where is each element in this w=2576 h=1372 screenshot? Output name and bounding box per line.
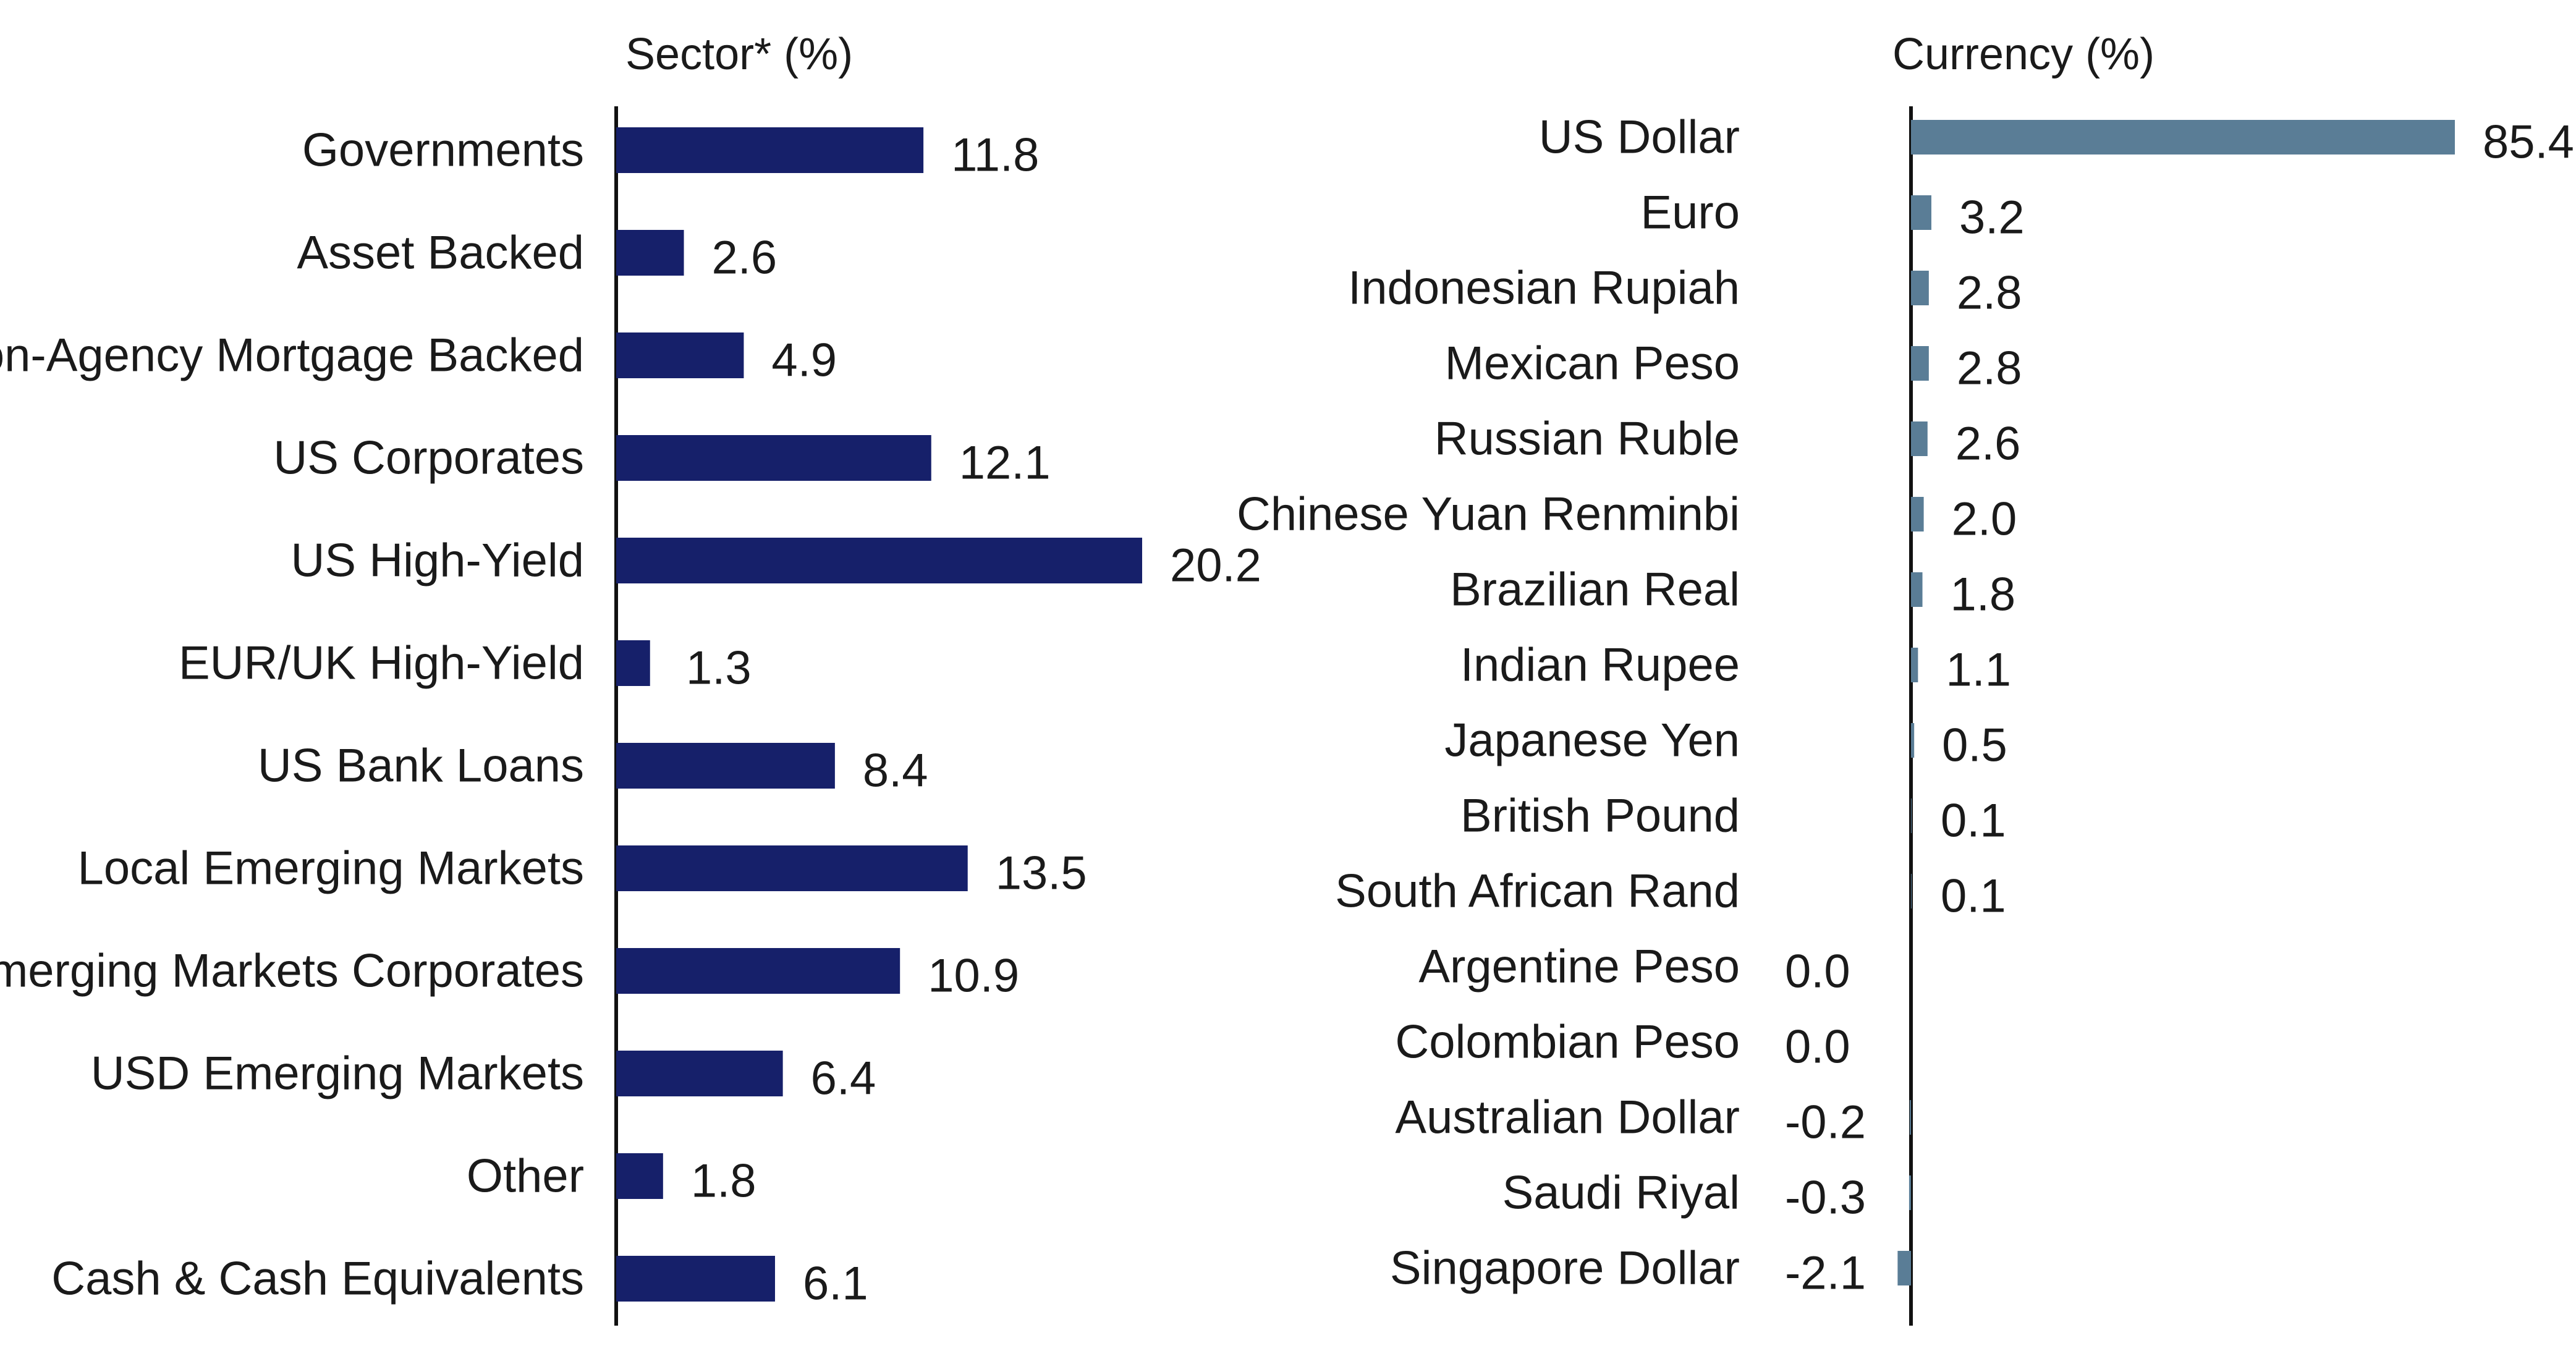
currency-value-label-indian-rupee: 1.1	[1946, 644, 2011, 697]
sector-value-label-other: 1.8	[691, 1155, 756, 1208]
sector-bar-other	[616, 1153, 663, 1199]
sector-category-label-eur-uk-high-yield: EUR/UK High-Yield	[179, 637, 584, 690]
sector-value-label-us-high-yield: 20.2	[1170, 540, 1261, 592]
currency-bar-brazilian-real	[1911, 572, 1923, 607]
currency-category-label-brazilian-real: Brazilian Real	[1450, 564, 1740, 616]
currency-category-label-colombian-peso: Colombian Peso	[1395, 1016, 1740, 1069]
sector-category-label-us-corporates: US Corporates	[273, 432, 584, 485]
currency-bar-indonesian-rupiah	[1911, 271, 1929, 305]
currency-value-label-euro: 3.2	[1959, 192, 2025, 244]
sector-value-label-governments: 11.8	[951, 129, 1039, 182]
currency-bar-chinese-yuan-renminbi	[1911, 497, 1924, 531]
currency-bar-south-african-rand	[1911, 874, 1912, 908]
sector-bar-non-agency-mortgage-backed	[616, 332, 744, 378]
sector-bar-us-bank-loans	[616, 743, 835, 789]
sector-bar-us-high-yield	[616, 538, 1142, 583]
sector-category-label-asset-backed: Asset Backed	[297, 227, 584, 279]
currency-bar-japanese-yen	[1911, 723, 1915, 758]
sector-value-label-emerging-markets-corporates: 10.9	[928, 950, 1019, 1002]
sector-category-label-us-bank-loans: US Bank Loans	[258, 740, 584, 792]
currency-value-label-chinese-yuan-renminbi: 2.0	[1952, 493, 2017, 546]
currency-bar-russian-ruble	[1911, 421, 1928, 456]
sector-bar-cash-cash-equivalents	[616, 1256, 775, 1302]
sector-value-label-us-corporates: 12.1	[959, 437, 1051, 489]
sector-bar-usd-emerging-markets	[616, 1051, 783, 1096]
currency-bar-australian-dollar	[1909, 1100, 1911, 1135]
currency-value-label-argentine-peso: 0.0	[1785, 946, 1850, 998]
currency-category-label-indian-rupee: Indian Rupee	[1460, 639, 1740, 692]
currency-category-label-south-african-rand: South African Rand	[1335, 865, 1740, 918]
sector-chart: Governments 11.8 Asset Backed 2.6 Non-Agency…	[0, 106, 1261, 1326]
sector-category-label-usd-emerging-markets: USD Emerging Markets	[91, 1048, 584, 1100]
sector-bar-emerging-markets-corporates	[616, 948, 900, 994]
currency-value-label-brazilian-real: 1.8	[1951, 569, 2016, 621]
currency-value-label-colombian-peso: 0.0	[1785, 1021, 1850, 1073]
sector-chart-title: Sector* (%)	[625, 30, 853, 79]
currency-category-label-singapore-dollar: Singapore Dollar	[1390, 1242, 1740, 1295]
currency-category-label-mexican-peso: Mexican Peso	[1445, 337, 1740, 390]
currency-bar-british-pound	[1911, 798, 1912, 833]
sector-bar-us-corporates	[616, 435, 931, 481]
sector-bar-governments	[616, 127, 924, 173]
sector-value-label-usd-emerging-markets: 6.4	[811, 1052, 876, 1105]
currency-value-label-singapore-dollar: -2.1	[1785, 1247, 1866, 1300]
sector-category-label-us-high-yield: US High-Yield	[291, 535, 584, 587]
currency-value-label-saudi-riyal: -0.3	[1785, 1172, 1866, 1224]
currency-category-label-euro: Euro	[1640, 187, 1740, 239]
currency-category-label-australian-dollar: Australian Dollar	[1395, 1091, 1740, 1144]
sector-value-label-eur-uk-high-yield: 1.3	[686, 642, 752, 695]
sector-value-label-non-agency-mortgage-backed: 4.9	[771, 334, 837, 387]
sector-category-label-emerging-markets-corporates: Emerging Markets Corporates	[0, 945, 584, 997]
currency-value-label-mexican-peso: 2.8	[1957, 342, 2022, 395]
currency-bar-euro	[1911, 195, 1931, 230]
currency-category-label-saudi-riyal: Saudi Riyal	[1502, 1167, 1740, 1219]
sector-category-label-other: Other	[467, 1150, 584, 1203]
currency-bar-indian-rupee	[1911, 648, 1918, 682]
currency-bar-saudi-riyal	[1909, 1175, 1911, 1210]
sector-category-label-non-agency-mortgage-backed: Non-Agency Mortgage Backed	[0, 329, 584, 382]
currency-category-label-argentine-peso: Argentine Peso	[1418, 941, 1740, 993]
sector-bar-eur-uk-high-yield	[616, 640, 650, 686]
sector-category-label-local-emerging-markets: Local Emerging Markets	[78, 842, 584, 895]
currency-value-label-australian-dollar: -0.2	[1785, 1096, 1866, 1149]
currency-bar-mexican-peso	[1911, 346, 1929, 381]
sector-value-label-asset-backed: 2.6	[712, 232, 777, 284]
currency-bar-us-dollar	[1911, 120, 2455, 155]
sector-value-label-local-emerging-markets: 13.5	[996, 847, 1087, 900]
currency-chart-title: Currency (%)	[1892, 30, 2154, 79]
currency-category-label-indonesian-rupiah: Indonesian Rupiah	[1348, 262, 1740, 315]
currency-category-label-us-dollar: US Dollar	[1539, 111, 1740, 164]
currency-category-label-russian-ruble: Russian Ruble	[1434, 413, 1740, 465]
currency-value-label-japanese-yen: 0.5	[1942, 719, 2007, 772]
currency-value-label-us-dollar: 85.4	[2483, 116, 2574, 169]
currency-bar-singapore-dollar	[1897, 1251, 1911, 1285]
sector-category-label-cash-cash-equivalents: Cash & Cash Equivalents	[51, 1253, 584, 1305]
currency-chart: US Dollar 85.4 Euro 3.2 Indonesian Rupiah 2.8…	[1237, 106, 2574, 1326]
currency-category-label-japanese-yen: Japanese Yen	[1444, 714, 1740, 767]
currency-value-label-russian-ruble: 2.6	[1955, 418, 2021, 470]
sector-category-label-governments: Governments	[302, 124, 584, 177]
currency-value-label-south-african-rand: 0.1	[1941, 870, 2006, 923]
sector-value-label-cash-cash-equivalents: 6.1	[803, 1258, 868, 1310]
currency-category-label-british-pound: British Pound	[1460, 790, 1740, 842]
sector-value-label-us-bank-loans: 8.4	[863, 745, 928, 797]
currency-value-label-british-pound: 0.1	[1941, 795, 2006, 847]
currency-category-label-chinese-yuan-renminbi: Chinese Yuan Renminbi	[1237, 488, 1740, 541]
sector-bar-local-emerging-markets	[616, 845, 968, 891]
currency-value-label-indonesian-rupiah: 2.8	[1957, 267, 2022, 320]
sector-bar-asset-backed	[616, 230, 684, 276]
